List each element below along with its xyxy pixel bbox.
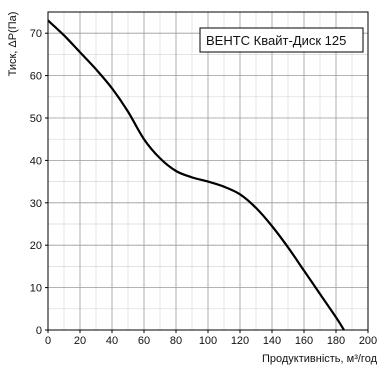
y-tick-label: 70 <box>30 28 42 40</box>
series-line <box>47 19 345 331</box>
y-tick-label: 40 <box>30 155 42 167</box>
y-axis-ticks: 0 10 20 30 40 50 60 70 <box>30 28 48 337</box>
y-tick-label: 0 <box>36 325 42 337</box>
y-tick-label: 20 <box>30 240 42 252</box>
x-axis-ticks: 0 20 40 60 80 100 120 140 160 180 200 <box>45 330 377 347</box>
x-tick-label: 180 <box>327 335 345 347</box>
x-tick-label: 40 <box>106 335 118 347</box>
y-tick-label: 30 <box>30 198 42 210</box>
series-layer <box>47 19 345 331</box>
y-tick-label: 10 <box>30 283 42 295</box>
x-tick-label: 140 <box>263 335 281 347</box>
x-tick-label: 80 <box>170 335 182 347</box>
legend-entry: ВЕНТС Квайт-Диск 125 <box>206 33 346 48</box>
x-tick-label: 200 <box>359 335 377 347</box>
x-tick-label: 160 <box>295 335 313 347</box>
y-tick-label: 50 <box>30 113 42 125</box>
x-tick-label: 60 <box>138 335 150 347</box>
x-tick-label: 100 <box>199 335 217 347</box>
x-tick-label: 120 <box>231 335 249 347</box>
legend: ВЕНТС Квайт-Диск 125 <box>199 27 364 53</box>
x-axis-label: Продуктивність, м³/год <box>262 353 378 365</box>
legend-box <box>199 27 364 53</box>
y-tick-label: 60 <box>30 71 42 83</box>
y-axis-label: Тиск, ΔP(Па) <box>7 12 19 77</box>
x-tick-label: 0 <box>45 335 51 347</box>
x-tick-label: 20 <box>74 335 86 347</box>
